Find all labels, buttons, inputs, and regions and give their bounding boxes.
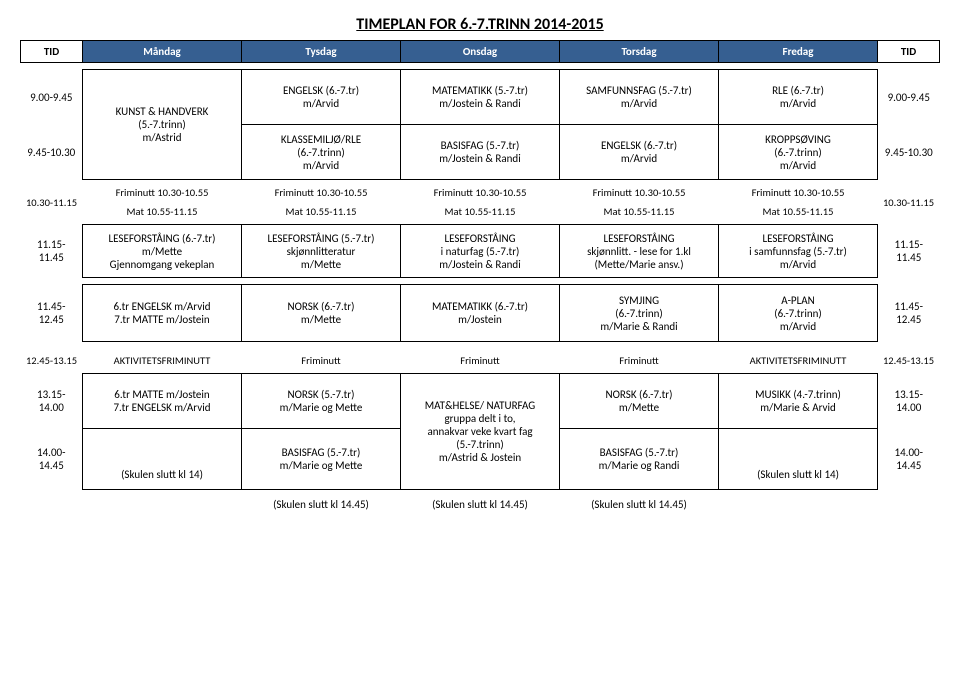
period-4-row: 11.45-12.45 6.tr ENGELSK m/Arvid7.tr MAT… [21,285,940,342]
header-fri: Fredag [719,41,878,63]
footer-wed: (Skulen slutt kl 14.45) [401,490,560,514]
time-1a-left: 9.00-9.45 [21,70,83,125]
cell-thu-6: NORSK (6.-7.tr)m/Mette [560,374,719,429]
break-wed: Friminutt 10.30-10.55Mat 10.55-11.15 [401,180,560,225]
cell-wed-6-7: MAT&HELSE/ NATURFAG gruppa delt i to, an… [401,374,560,490]
header-tid-left: TID [21,41,83,63]
header-wed: Onsdag [401,41,560,63]
time-2-left: 10.30-11.15 [21,180,83,225]
cell-fri-1a: RLE (6.-7.tr) m/Arvid [719,70,878,125]
break-fri: Friminutt 10.30-10.55Mat 10.55-11.15 [719,180,878,225]
cell-fri-1b: KROPPSØVING (6.-7.trinn) m/Arvid [719,125,878,180]
footer-tue: (Skulen slutt kl 14.45) [242,490,401,514]
cell-wed-1a: MATEMATIKK (5.-7.tr) m/Jostein & Randi [401,70,560,125]
cell-fri-4: A-PLAN(6.-7.trinn)m/Arvid [719,285,878,342]
time-4-right: 11.45-12.45 [878,285,940,342]
cell-wed-1b: BASISFAG (5.-7.tr) m/Jostein & Randi [401,125,560,180]
akt-fri: AKTIVITETSFRIMINUTT [719,348,878,374]
time-4-left: 11.45-12.45 [21,285,83,342]
cell-mon-7: (Skulen slutt kl 14) [83,429,242,490]
cell-thu-3: LESEFORSTÅINGskjønnlitt. - lese for 1.kl… [560,225,719,278]
akt-mon: AKTIVITETSFRIMINUTT [83,348,242,374]
footer-row: (Skulen slutt kl 14.45) (Skulen slutt kl… [21,490,940,514]
cell-thu-7: BASISFAG (5.-7.tr)m/Marie og Randi [560,429,719,490]
period-3-row: 11.15-11.45 LESEFORSTÅING (6.-7.tr)m/Met… [21,225,940,278]
header-thu: Torsdag [560,41,719,63]
time-3-left: 11.15-11.45 [21,225,83,278]
time-3-right: 11.15-11.45 [878,225,940,278]
cell-thu-1b: ENGELSK (6.-7.tr) m/Arvid [560,125,719,180]
period-6-row: 13.15-14.00 6.tr MATTE m/Jostein7.tr ENG… [21,374,940,429]
cell-tue-3: LESEFORSTÅING (5.-7.tr)skjønnlitteraturm… [242,225,401,278]
break-row-2: 12.45-13.15 AKTIVITETSFRIMINUTT Friminut… [21,348,940,374]
cell-tue-4: NORSK (6.-7.tr)m/Mette [242,285,401,342]
cell-tue-1b: KLASSEMILJØ/RLE (6.-7.trinn) m/Arvid [242,125,401,180]
cell-tue-6: NORSK (5.-7.tr)m/Marie og Mette [242,374,401,429]
akt-wed: Friminutt [401,348,560,374]
time-7-right: 14.00-14.45 [878,429,940,490]
timetable: TID Måndag Tysdag Onsdag Torsdag Fredag … [20,40,940,513]
time-5-left: 12.45-13.15 [21,348,83,374]
time-7-left: 14.00-14.45 [21,429,83,490]
page-title: TIMEPLAN FOR 6.-7.TRINN 2014-2015 [20,15,940,34]
break-row-1: 10.30-11.15 Friminutt 10.30-10.55Mat 10.… [21,180,940,225]
cell-tue-7: BASISFAG (5.-7.tr)m/Marie og Mette [242,429,401,490]
time-1b-right: 9.45-10.30 [878,125,940,180]
cell-mon-6: 6.tr MATTE m/Jostein7.tr ENGELSK m/Arvid [83,374,242,429]
header-row: TID Måndag Tysdag Onsdag Torsdag Fredag … [21,41,940,63]
time-2-right: 10.30-11.15 [878,180,940,225]
time-6-right: 13.15-14.00 [878,374,940,429]
cell-mon-1: KUNST & HANDVERK (5.-7.trinn) m/Astrid [83,70,242,180]
cell-mon-3: LESEFORSTÅING (6.-7.tr)m/MetteGjennomgan… [83,225,242,278]
cell-thu-1a: SAMFUNNSFAG (5.-7.tr) m/Arvid [560,70,719,125]
akt-thu: Friminutt [560,348,719,374]
time-1b-left: 9.45-10.30 [21,125,83,180]
break-tue: Friminutt 10.30-10.55Mat 10.55-11.15 [242,180,401,225]
cell-wed-4: MATEMATIKK (6.-7.tr)m/Jostein [401,285,560,342]
cell-fri-3: LESEFORSTÅINGi samfunnsfag (5.-7.tr)m/Ar… [719,225,878,278]
header-tid-right: TID [878,41,940,63]
cell-thu-4: SYMJING(6.-7.trinn)m/Marie & Randi [560,285,719,342]
cell-mon-4: 6.tr ENGELSK m/Arvid7.tr MATTE m/Jostein [83,285,242,342]
cell-fri-6: MUSIKK (4.-7.trinn)m/Marie & Arvid [719,374,878,429]
footer-thu: (Skulen slutt kl 14.45) [560,490,719,514]
cell-wed-3: LESEFORSTÅINGi naturfag (5.-7.tr)m/Joste… [401,225,560,278]
header-mon: Måndag [83,41,242,63]
cell-tue-1a: ENGELSK (6.-7.tr) m/Arvid [242,70,401,125]
cell-fri-7: (Skulen slutt kl 14) [719,429,878,490]
period-1-row-a: 9.00-9.45 KUNST & HANDVERK (5.-7.trinn) … [21,70,940,125]
akt-tue: Friminutt [242,348,401,374]
time-1a-right: 9.00-9.45 [878,70,940,125]
header-tue: Tysdag [242,41,401,63]
time-6-left: 13.15-14.00 [21,374,83,429]
break-mon: Friminutt 10.30-10.55Mat 10.55-11.15 [83,180,242,225]
time-5-right: 12.45-13.15 [878,348,940,374]
break-thu: Friminutt 10.30-10.55Mat 10.55-11.15 [560,180,719,225]
